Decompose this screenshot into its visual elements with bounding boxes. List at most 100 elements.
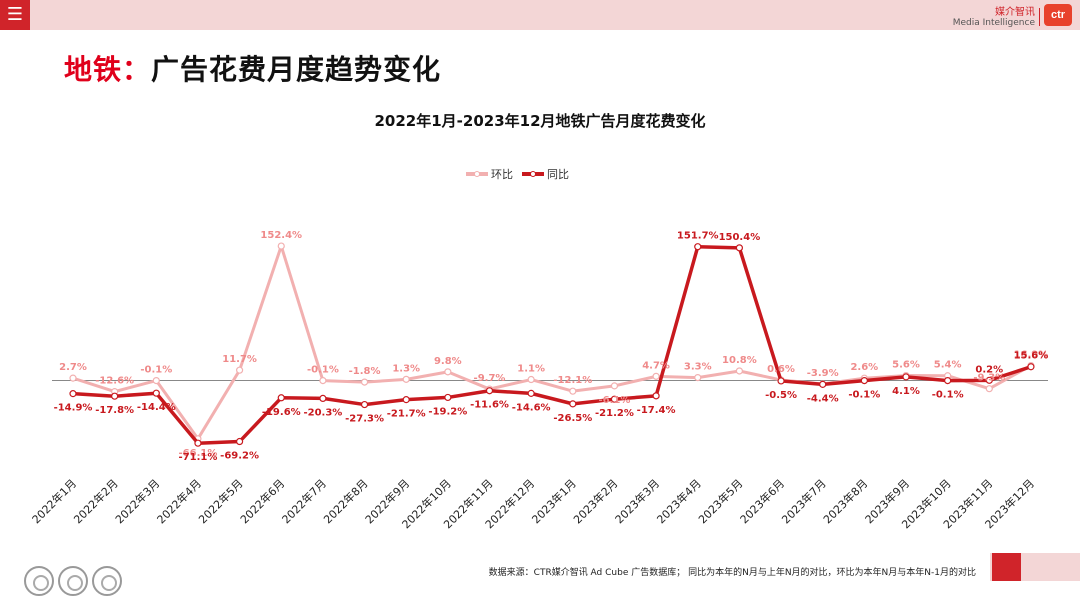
data-label-yoy: -11.6%: [470, 400, 509, 411]
data-point-mom: [236, 366, 244, 374]
data-point-mom: [69, 374, 77, 382]
data-label-mom: -9.3%: [973, 373, 1005, 384]
data-point-yoy: [194, 439, 202, 447]
data-point-mom: [694, 373, 702, 382]
data-label-yoy: -14.6%: [512, 402, 551, 413]
data-label-mom: -0.1%: [307, 365, 339, 376]
data-label-yoy: -71.1%: [179, 452, 218, 463]
data-point-yoy: [860, 376, 868, 385]
sgs-seal-icon: [58, 566, 88, 596]
data-point-yoy: [610, 395, 619, 403]
page-title: 地铁：广告花费月度趋势变化: [64, 48, 441, 88]
data-point-mom: [527, 375, 535, 384]
data-point-yoy: [485, 387, 494, 395]
data-label-yoy: -20.3%: [303, 407, 342, 418]
data-point-yoy: [735, 244, 744, 252]
data-point-mom: [735, 367, 744, 375]
data-label-mom: 16.9%: [1014, 350, 1049, 361]
legend-label-yoy: 同比: [547, 168, 569, 181]
data-point-yoy: [527, 389, 535, 397]
data-label-mom: 1.3%: [392, 363, 420, 374]
chart-title: 2022年1月-2023年12月地铁广告月度花费变化: [374, 112, 706, 130]
data-label-mom: -12.1%: [553, 375, 592, 386]
data-label-yoy: -27.3%: [345, 414, 384, 425]
brand-text: 媒介智讯 Media Intelligence: [953, 7, 1035, 29]
data-label-mom: 3.3%: [684, 362, 712, 373]
data-label-mom: 0.6%: [767, 364, 795, 375]
data-point-yoy: [652, 392, 660, 400]
brand-chinese-name: 媒介智讯: [995, 7, 1035, 18]
data-label-yoy: -0.5%: [765, 390, 797, 401]
legend-label-mom: 环比: [491, 168, 513, 181]
page-title-prefix: 地铁：: [64, 53, 152, 86]
data-label-mom: -0.1%: [140, 365, 172, 376]
data-label-yoy: -19.2%: [428, 406, 467, 417]
sgs-seal-icon: [92, 566, 122, 596]
data-point-mom: [319, 376, 327, 385]
data-label-yoy: -17.8%: [95, 405, 134, 416]
data-label-mom: 2.7%: [59, 362, 87, 373]
data-label-yoy: -21.7%: [387, 409, 426, 420]
ctr-logo: ctr: [1044, 4, 1072, 26]
data-label-yoy: -14.9%: [54, 403, 93, 414]
data-label-mom: -66.1%: [179, 448, 218, 459]
data-point-yoy: [319, 394, 327, 403]
data-label-yoy: -0.1%: [932, 390, 964, 401]
data-point-yoy: [777, 377, 785, 385]
data-point-yoy: [402, 396, 410, 404]
data-label-mom: 11.7%: [222, 354, 257, 365]
data-label-yoy: 151.7%: [677, 231, 719, 242]
data-label-mom: 9.8%: [434, 356, 462, 367]
data-point-mom: [652, 372, 660, 380]
data-label-yoy: -14.4%: [137, 402, 176, 413]
data-point-yoy: [1027, 363, 1035, 371]
data-point-yoy: [985, 376, 993, 384]
data-label-mom: -12.6%: [95, 376, 134, 387]
menu-icon[interactable]: ☰: [0, 0, 30, 30]
data-label-mom: -3.9%: [807, 368, 839, 379]
data-point-yoy: [944, 376, 952, 385]
data-label-mom: 2.6%: [850, 362, 878, 373]
brand-english-name: Media Intelligence: [952, 18, 1035, 28]
data-label-yoy: -4.4%: [807, 393, 839, 404]
data-label-yoy: 150.4%: [719, 232, 761, 243]
data-label-yoy: -69.2%: [220, 451, 259, 462]
data-point-yoy: [360, 400, 369, 409]
data-label-yoy: -19.6%: [262, 407, 301, 418]
footer-accent-block: [992, 553, 1021, 581]
data-label-yoy: 4.1%: [892, 386, 920, 397]
data-label-mom: 4.7%: [642, 360, 670, 371]
data-label-yoy: 0.2%: [975, 364, 1003, 375]
data-label-yoy: -0.1%: [848, 390, 880, 401]
data-label-mom: 5.6%: [892, 360, 920, 371]
legend-marker-yoy: [530, 171, 536, 177]
page-title-main: 广告花费月度趋势变化: [151, 53, 442, 86]
data-point-yoy: [152, 389, 160, 397]
data-point-mom: [360, 378, 369, 386]
data-label-mom: 152.4%: [260, 230, 302, 241]
data-point-mom: [610, 382, 619, 390]
data-point-yoy: [694, 243, 702, 251]
data-point-yoy: [902, 373, 910, 381]
data-point-yoy: [277, 394, 285, 402]
data-label-yoy: 15.6%: [1014, 351, 1049, 362]
data-label-mom: -1.8%: [349, 366, 381, 377]
data-label-yoy: -21.2%: [595, 408, 634, 419]
data-label-mom: 1.1%: [517, 364, 545, 375]
data-point-yoy: [444, 393, 452, 402]
sgs-seal-icon: [24, 566, 54, 596]
series-line-yoy: [72, 244, 1032, 445]
data-label-yoy: -26.5%: [553, 413, 592, 424]
series-line-mom: [72, 244, 1032, 441]
data-point-mom: [444, 368, 452, 376]
data-point-mom: [985, 385, 993, 393]
data-source-note: 数据来源：CTR媒介智讯 Ad Cube 广告数据库； 同比为本年的N月与上年N…: [488, 568, 976, 578]
certification-seals: [24, 566, 122, 596]
data-point-yoy: [819, 380, 827, 388]
data-point-yoy: [569, 400, 577, 408]
data-point-mom: [277, 242, 285, 250]
data-point-mom: [152, 376, 160, 385]
data-label-mom: 10.8%: [722, 355, 757, 366]
legend-marker-mom: [474, 171, 480, 177]
